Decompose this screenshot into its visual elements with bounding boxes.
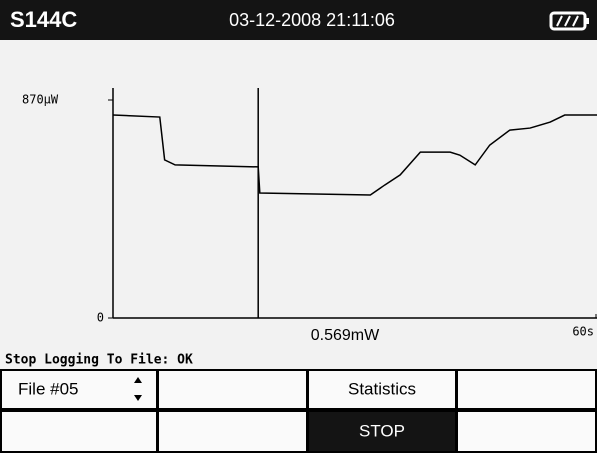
battery-icon — [549, 11, 589, 31]
button-grid: File #05 Statistics STOP — [0, 369, 597, 453]
softkey[interactable] — [157, 369, 308, 410]
statistics-label: Statistics — [348, 379, 416, 398]
header-bar — [0, 0, 597, 40]
cursor-readout: 0.569mW — [311, 327, 380, 344]
y-tick-label: 0 — [97, 311, 104, 325]
softkey[interactable] — [456, 369, 597, 410]
softkey[interactable] — [157, 410, 308, 453]
y-tick-label: 870µW — [22, 93, 59, 107]
softkey[interactable] — [0, 410, 158, 453]
plot: 0 870µW 60s 0.569mW — [22, 88, 597, 344]
data-line — [112, 114, 597, 196]
datetime: 03-12-2008 21:11:06 — [229, 10, 395, 30]
status-message: Stop Logging To File: OK — [5, 353, 193, 368]
stop-button[interactable] — [307, 410, 457, 453]
softkey[interactable] — [456, 410, 597, 453]
model-name: S144C — [10, 7, 77, 32]
updown-icon — [134, 377, 142, 401]
x-tick-label: 60s — [572, 325, 594, 339]
stop-label: STOP — [359, 421, 405, 440]
file-label: File #05 — [18, 379, 78, 398]
file-button[interactable] — [0, 369, 158, 410]
